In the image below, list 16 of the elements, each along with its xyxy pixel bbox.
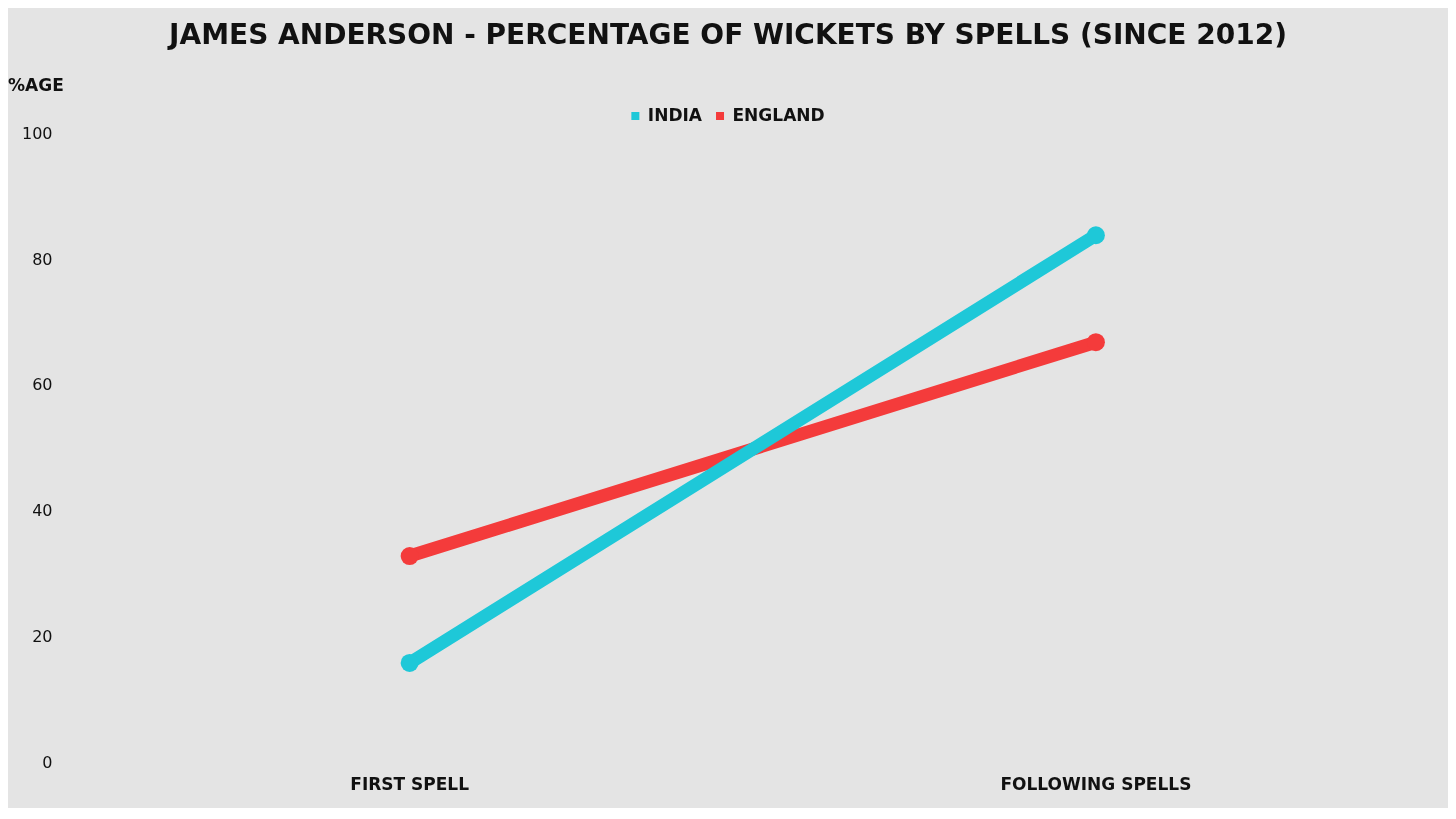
y-axis-title: %AGE (8, 75, 64, 96)
y-tick-label: 60 (32, 375, 53, 395)
point (400, 547, 419, 566)
point (1086, 226, 1105, 245)
point (400, 653, 419, 672)
y-tick-label: 80 (32, 249, 53, 269)
legend-label: ENGLAND (732, 104, 825, 125)
y-tick-label: 20 (32, 626, 53, 646)
x-tick-label: FIRST SPELL (350, 774, 470, 795)
chart-title: JAMES ANDERSON - PERCENTAGE OF WICKETS BY SPELLS (SINCE 2012) (167, 18, 1287, 52)
y-tick-label: 100 (21, 123, 53, 143)
y-tick-label: 40 (32, 501, 53, 521)
y-tick-label: 0 (42, 752, 53, 772)
point (1086, 333, 1105, 352)
x-tick-label: FOLLOWING SPELLS (1000, 774, 1192, 795)
legend-label: INDIA (647, 104, 703, 125)
